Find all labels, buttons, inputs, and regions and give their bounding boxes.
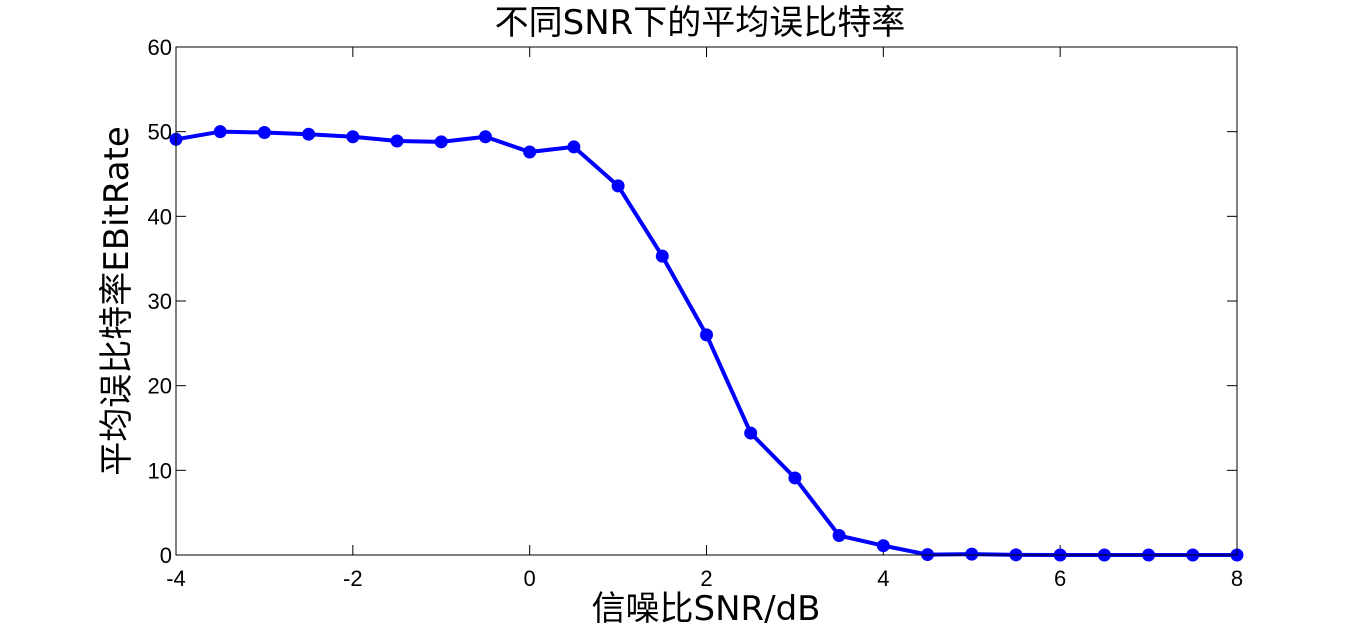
x-axis-label: 信噪比SNR/dB bbox=[591, 589, 820, 629]
data-point bbox=[611, 179, 625, 193]
data-point bbox=[567, 140, 581, 154]
y-axis-ticks: 0 10 20 30 40 50 60 bbox=[148, 35, 1237, 568]
data-point bbox=[213, 125, 227, 139]
data-point bbox=[744, 426, 758, 440]
x-axis-ticks: -4 -2 0 2 4 6 8 bbox=[166, 47, 1243, 591]
y-tick-label: 50 bbox=[148, 120, 172, 145]
x-tick-label: 6 bbox=[1054, 566, 1066, 591]
plot-area-frame bbox=[175, 46, 1238, 556]
data-point bbox=[965, 547, 979, 561]
y-tick-label: 0 bbox=[160, 543, 172, 568]
x-tick-label: 8 bbox=[1231, 566, 1243, 591]
data-point bbox=[434, 135, 448, 149]
y-tick-label: 10 bbox=[148, 458, 172, 483]
data-point bbox=[655, 249, 669, 263]
data-point bbox=[700, 328, 713, 342]
x-tick-label: -2 bbox=[343, 566, 363, 591]
y-tick-label: 30 bbox=[148, 289, 172, 314]
y-tick-label: 40 bbox=[148, 204, 172, 229]
y-tick-label: 60 bbox=[148, 35, 172, 60]
data-point bbox=[523, 145, 537, 159]
x-tick-label: 4 bbox=[877, 566, 889, 591]
data-point bbox=[478, 130, 492, 144]
x-tick-label: 0 bbox=[524, 566, 536, 591]
data-point bbox=[346, 130, 360, 144]
chart-title: 不同SNR下的平均误比特率 bbox=[495, 3, 906, 43]
data-point bbox=[832, 529, 846, 543]
data-point bbox=[876, 539, 890, 553]
data-point bbox=[257, 126, 271, 140]
y-tick-label: 20 bbox=[148, 374, 172, 399]
data-point bbox=[390, 134, 404, 148]
data-point bbox=[788, 471, 802, 485]
data-point bbox=[302, 127, 316, 141]
x-tick-label: 2 bbox=[700, 566, 712, 591]
x-tick-label: -4 bbox=[166, 566, 186, 591]
y-axis-label: 平均误比特率EBitRate bbox=[97, 126, 137, 476]
